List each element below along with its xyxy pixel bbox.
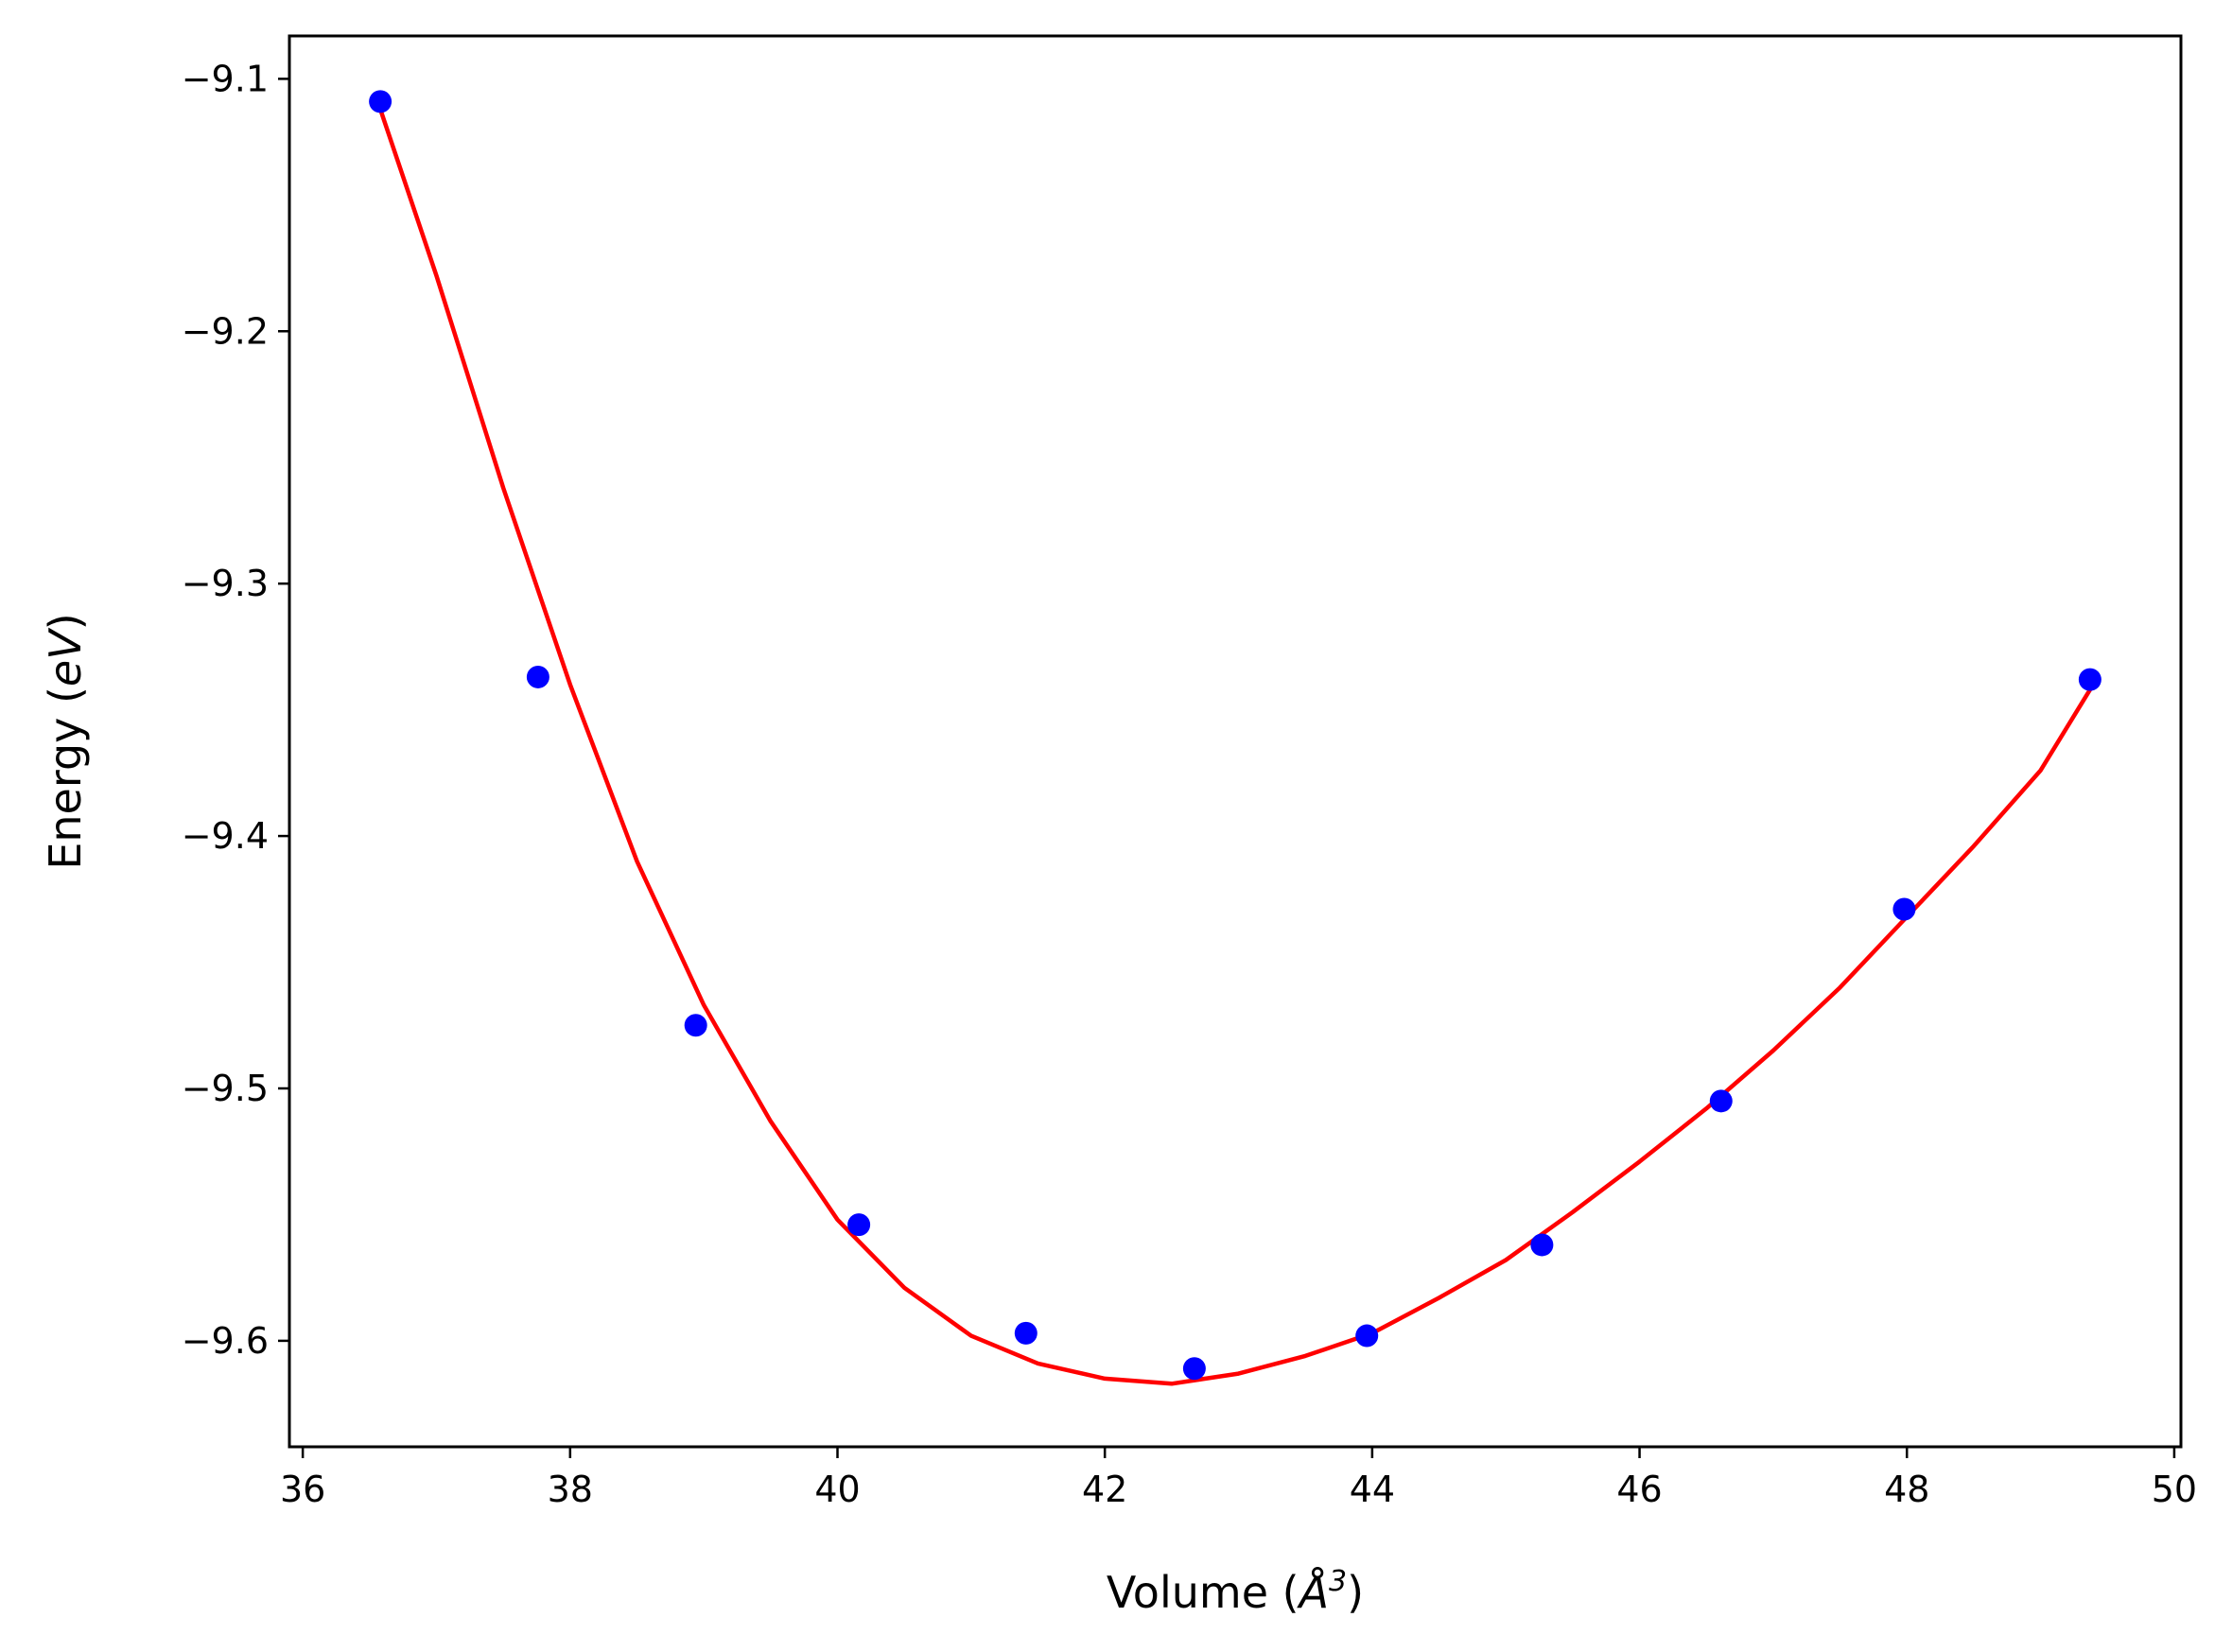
data-point	[1355, 1324, 1379, 1348]
x-tick-label: 46	[1616, 1469, 1662, 1510]
y-axis-label-close: )	[40, 613, 91, 630]
x-axis-label-exponent: 3	[1329, 1565, 1347, 1598]
data-point	[684, 1014, 707, 1037]
y-tick-label: −9.5	[182, 1068, 269, 1109]
x-axis-label: Volume (Å3)	[1107, 1565, 1364, 1618]
data-point	[1182, 1357, 1206, 1381]
data-point	[2078, 668, 2101, 691]
data-point	[1709, 1089, 1733, 1113]
data-point	[1892, 897, 1916, 921]
data-point	[369, 90, 392, 113]
plot-frame	[288, 34, 2183, 1449]
x-axis-label-symbol: Å	[1297, 1567, 1329, 1618]
data-point	[1014, 1321, 1038, 1345]
y-axis-label-text: Energy (	[40, 687, 91, 870]
plot-area	[369, 90, 2101, 1386]
x-axis-label-text: Volume (	[1107, 1567, 1299, 1618]
x-tick-label: 50	[2152, 1469, 2197, 1510]
fit-curve-line	[377, 107, 2093, 1386]
y-tick-label: −9.3	[182, 563, 269, 604]
data-point	[847, 1213, 871, 1237]
x-tick-label: 42	[1082, 1469, 1127, 1510]
x-axis-ticks: 36 38 40 42 44 46 48 50	[280, 1447, 2197, 1510]
x-tick-label: 40	[814, 1469, 860, 1510]
x-tick-label: 38	[548, 1469, 593, 1510]
x-axis-label-close: )	[1347, 1567, 1364, 1618]
y-axis-ticks: −9.1 −9.2 −9.3 −9.4 −9.5 −9.6	[182, 58, 289, 1362]
data-point	[1530, 1233, 1554, 1257]
y-tick-label: −9.6	[182, 1320, 269, 1362]
y-tick-label: −9.2	[182, 310, 269, 352]
y-tick-label: −9.1	[182, 58, 269, 99]
x-tick-label: 44	[1350, 1469, 1395, 1510]
y-axis-label: Energy (eV)	[40, 613, 91, 869]
y-tick-label: −9.4	[182, 815, 269, 857]
data-point	[526, 665, 549, 688]
x-tick-label: 48	[1884, 1469, 1929, 1510]
y-axis-label-unit: eV	[40, 627, 91, 687]
x-tick-label: 36	[280, 1469, 325, 1510]
